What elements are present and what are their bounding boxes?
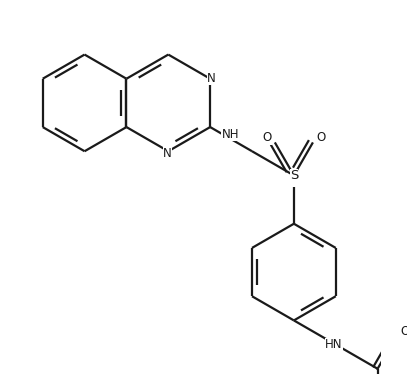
Text: NH: NH — [221, 128, 239, 141]
Text: HN: HN — [325, 338, 343, 351]
Text: S: S — [290, 169, 298, 182]
Text: N: N — [207, 72, 215, 85]
Text: N: N — [163, 147, 172, 159]
Text: O: O — [316, 132, 326, 144]
Text: O: O — [400, 325, 407, 338]
Text: O: O — [262, 132, 271, 144]
